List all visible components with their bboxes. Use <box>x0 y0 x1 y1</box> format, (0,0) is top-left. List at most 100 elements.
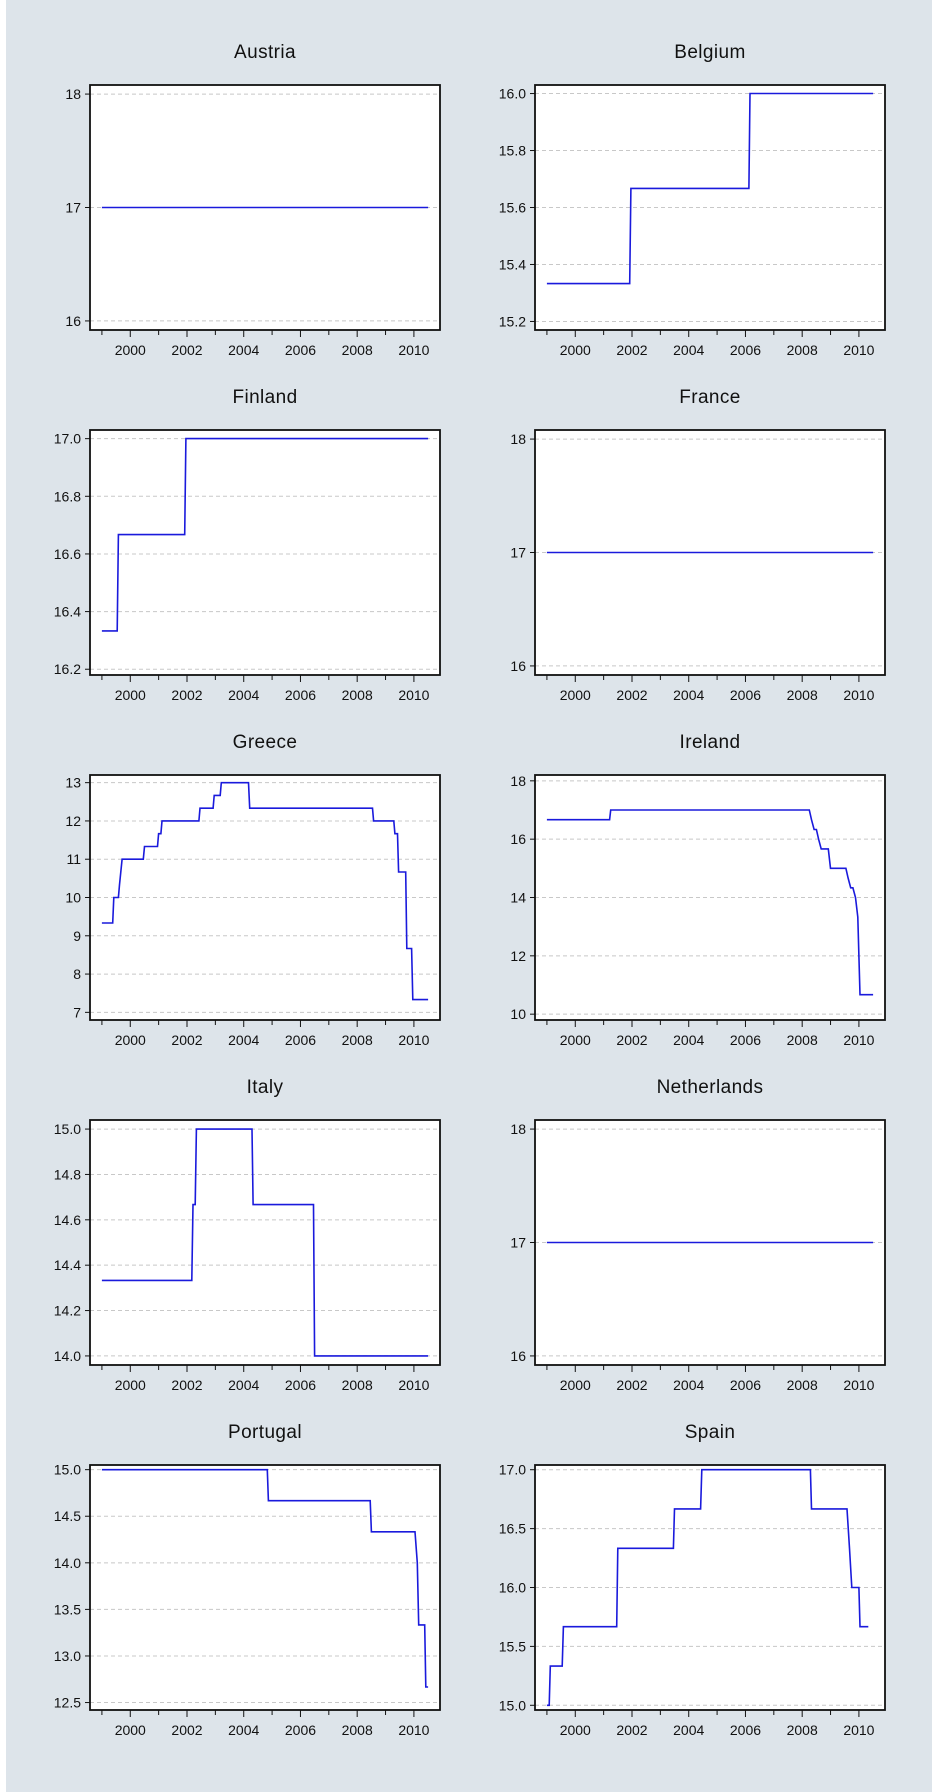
x-tick-label: 2000 <box>560 1722 591 1738</box>
subplot-finland: Finland 16.2 16.4 16.6 16.8 17.0 2000 2002 2004 2… <box>54 387 441 703</box>
series-line <box>101 1128 429 1357</box>
plot-frame <box>534 774 886 1021</box>
y-tick-label: 12 <box>510 948 526 964</box>
x-tick-label: 2010 <box>843 1032 874 1048</box>
y-tick-label: 17 <box>510 545 526 561</box>
x-tick-label: 2004 <box>228 1722 259 1738</box>
x-tick-label: 2006 <box>730 1377 761 1393</box>
x-tick-label: 2004 <box>228 1377 259 1393</box>
x-tick-label: 2006 <box>285 687 316 703</box>
x-tick-label: 2000 <box>115 1032 146 1048</box>
y-tick-label: 7 <box>73 1004 81 1020</box>
y-tick-label: 16.5 <box>499 1521 526 1537</box>
x-tick-label: 2000 <box>560 687 591 703</box>
x-tick-label: 2010 <box>398 1722 429 1738</box>
x-tick-label: 2010 <box>398 687 429 703</box>
plot-frame <box>534 1464 886 1711</box>
plot-frame <box>534 429 886 676</box>
x-tick-label: 2000 <box>560 1032 591 1048</box>
y-tick-label: 15.6 <box>499 200 526 216</box>
plot-frame <box>89 1464 441 1711</box>
x-tick-label: 2006 <box>730 342 761 358</box>
x-tick-label: 2010 <box>843 1377 874 1393</box>
x-tick-label: 2008 <box>787 1377 818 1393</box>
subplot-title: Greece <box>233 732 298 753</box>
y-tick-label: 8 <box>73 966 81 982</box>
x-tick-label: 2010 <box>843 687 874 703</box>
x-tick-label: 2004 <box>673 342 704 358</box>
y-tick-label: 16 <box>510 831 526 847</box>
plot-frame <box>534 84 886 331</box>
x-tick-label: 2008 <box>342 1722 373 1738</box>
y-tick-label: 15.0 <box>499 1697 526 1713</box>
y-tick-label: 17 <box>510 1235 526 1251</box>
x-tick-label: 2000 <box>560 342 591 358</box>
x-tick-label: 2008 <box>787 1722 818 1738</box>
y-tick-label: 12 <box>65 813 81 829</box>
x-tick-label: 2002 <box>616 1032 647 1048</box>
y-tick-label: 14.8 <box>54 1166 81 1182</box>
x-tick-label: 2002 <box>616 687 647 703</box>
x-tick-label: 2002 <box>616 1722 647 1738</box>
y-tick-label: 16.0 <box>499 1580 526 1596</box>
x-tick-label: 2002 <box>171 1377 202 1393</box>
x-tick-label: 2008 <box>342 687 373 703</box>
subplot-greece: Greece 7 8 9 10 11 12 13 2000 2002 2004 2006 2008 201… <box>65 732 441 1048</box>
subplot-belgium: Belgium 15.2 15.4 15.6 15.8 16.0 2000 2002 2004 2… <box>499 42 886 358</box>
x-tick-label: 2002 <box>171 1722 202 1738</box>
plot-area <box>90 1120 440 1365</box>
subplot-title: Portugal <box>228 1422 302 1443</box>
y-tick-label: 16.6 <box>54 546 81 562</box>
y-tick-label: 15.0 <box>54 1121 81 1137</box>
y-tick-label: 14.2 <box>54 1303 81 1319</box>
subplot-title: Ireland <box>680 732 741 753</box>
plot-frame <box>534 1119 886 1366</box>
series-line <box>101 437 429 632</box>
subplot-title: France <box>679 387 741 408</box>
y-tick-label: 15.5 <box>499 1638 526 1654</box>
x-tick-label: 2000 <box>115 342 146 358</box>
y-tick-label: 14.0 <box>54 1348 81 1364</box>
subplot-title: Finland <box>232 387 297 408</box>
x-tick-label: 2010 <box>843 342 874 358</box>
subplot-title: Italy <box>247 1077 284 1098</box>
x-tick-label: 2004 <box>673 1032 704 1048</box>
y-tick-label: 15.2 <box>499 313 526 329</box>
x-tick-label: 2010 <box>398 1377 429 1393</box>
y-tick-label: 16.0 <box>499 86 526 102</box>
y-tick-label: 16 <box>65 313 81 329</box>
x-tick-label: 2004 <box>673 687 704 703</box>
x-tick-label: 2006 <box>730 1722 761 1738</box>
x-tick-label: 2006 <box>285 1032 316 1048</box>
y-tick-label: 18 <box>510 773 526 789</box>
plot-area <box>90 1465 440 1710</box>
x-tick-label: 2006 <box>730 687 761 703</box>
series-line <box>101 781 429 1001</box>
y-tick-label: 17.0 <box>499 1462 526 1478</box>
x-tick-label: 2008 <box>787 1032 818 1048</box>
y-tick-label: 10 <box>510 1006 526 1022</box>
y-tick-label: 18 <box>65 86 81 102</box>
x-tick-label: 2008 <box>787 342 818 358</box>
y-tick-label: 17.0 <box>54 431 81 447</box>
subplot-title: Netherlands <box>657 1077 764 1098</box>
subplot-title: Belgium <box>674 42 745 63</box>
series-line <box>546 1468 869 1707</box>
y-tick-label: 18 <box>510 431 526 447</box>
plot-frame <box>89 429 441 676</box>
subplot-title: Austria <box>234 42 296 63</box>
x-tick-label: 2002 <box>171 687 202 703</box>
subplot-ireland: Ireland 10 12 14 16 18 2000 2002 2004 2006 2008 201… <box>510 732 886 1048</box>
y-tick-label: 11 <box>66 851 81 867</box>
x-tick-label: 2004 <box>673 1722 704 1738</box>
y-tick-label: 14 <box>510 890 526 906</box>
y-tick-label: 13.0 <box>54 1648 81 1664</box>
plot-area <box>90 430 440 675</box>
y-tick-label: 16 <box>510 658 526 674</box>
x-tick-label: 2002 <box>616 1377 647 1393</box>
subplot-title: Spain <box>685 1422 736 1443</box>
x-tick-label: 2004 <box>228 687 259 703</box>
y-tick-label: 14.4 <box>54 1257 81 1273</box>
plot-frame <box>89 84 441 331</box>
